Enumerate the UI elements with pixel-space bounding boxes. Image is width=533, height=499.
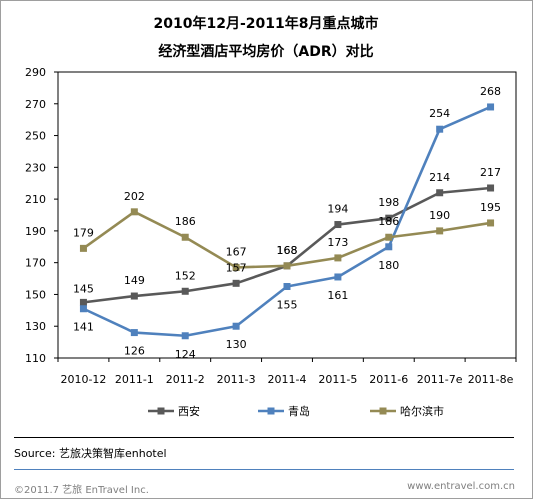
data-label: 168 — [277, 244, 298, 257]
data-label: 126 — [124, 345, 145, 358]
chart-title-line-2: 经济型酒店平均房价（ADR）对比 — [158, 43, 373, 60]
y-tick-label: 110 — [25, 352, 46, 365]
legend-label: 哈尔滨市 — [400, 404, 444, 418]
data-point — [232, 279, 240, 287]
data-label: 155 — [277, 299, 298, 312]
y-tick-label: 170 — [25, 257, 46, 270]
data-label: 149 — [124, 274, 145, 287]
data-point — [130, 292, 138, 300]
data-point — [487, 184, 495, 192]
footer-website: www.entravel.com.cn — [407, 481, 515, 492]
data-label: 168 — [277, 244, 298, 257]
data-point — [181, 287, 189, 295]
data-point — [385, 243, 393, 251]
data-label: 195 — [480, 201, 501, 214]
data-point — [436, 227, 444, 235]
plot-area — [57, 71, 517, 359]
y-tick-label: 190 — [25, 225, 46, 238]
y-axis: 110 130 150 170 190 210 230 250 270 290 — [25, 66, 58, 365]
y-tick-label: 250 — [25, 130, 46, 143]
data-point — [232, 322, 240, 330]
footer-divider — [14, 469, 514, 470]
x-tick-label: 2011-3 — [217, 373, 256, 386]
data-label: 141 — [73, 321, 94, 334]
data-point — [130, 329, 138, 337]
data-label: 180 — [378, 259, 399, 272]
data-label: 124 — [175, 348, 196, 361]
y-tick-label: 270 — [25, 98, 46, 111]
y-tick-label: 130 — [25, 320, 46, 333]
data-label: 268 — [480, 85, 501, 98]
chart: 2010年12月-2011年8月重点城市 经济型酒店平均房价（ADR）对比 11… — [25, 15, 517, 418]
data-point — [436, 189, 444, 197]
x-tick-label: 2011-8e — [468, 373, 514, 386]
y-tick-label: 290 — [25, 66, 46, 79]
data-point — [334, 273, 342, 281]
x-tick-label: 2010-12 — [60, 373, 106, 386]
data-point — [334, 221, 342, 229]
data-label: 202 — [124, 190, 145, 203]
data-point — [283, 283, 291, 290]
x-axis: 2010-12 2011-1 2011-2 2011-3 2011-4 2011-5 201… — [57, 358, 517, 386]
legend-swatch-marker — [157, 407, 165, 415]
data-label: 217 — [480, 166, 501, 179]
data-label: 190 — [429, 209, 450, 222]
y-tick-label: 150 — [25, 288, 46, 301]
data-label: 194 — [327, 203, 348, 216]
data-point — [79, 244, 87, 252]
x-tick-label: 2011-1 — [115, 373, 154, 386]
data-label: 198 — [378, 196, 399, 209]
data-point — [385, 214, 393, 222]
data-label: 145 — [73, 282, 94, 295]
y-tick-label: 210 — [25, 193, 46, 206]
data-point — [385, 233, 393, 241]
data-point — [487, 219, 495, 227]
chart-title-line-1: 2010年12月-2011年8月重点城市 — [154, 15, 379, 32]
data-point — [130, 208, 138, 216]
data-label: 179 — [73, 226, 94, 239]
data-label: 173 — [327, 236, 348, 249]
x-tick-label: 2011-5 — [318, 373, 357, 386]
data-label: 157 — [226, 261, 247, 274]
x-tick-label: 2011-7e — [417, 373, 463, 386]
data-point — [79, 298, 87, 306]
legend-swatch-marker — [267, 407, 275, 415]
data-label: 186 — [175, 215, 196, 228]
y-tick-label: 230 — [25, 161, 46, 174]
data-point — [436, 125, 444, 133]
data-point — [232, 263, 240, 271]
data-label: 130 — [226, 338, 247, 351]
data-point — [79, 305, 87, 313]
x-tick-label: 2011-6 — [369, 373, 408, 386]
source-note: Source: 艺旅决策智库enhotel — [14, 447, 167, 460]
series-layer — [79, 103, 495, 340]
x-tick-label: 2011-4 — [268, 373, 307, 386]
data-label: 161 — [327, 289, 348, 302]
data-point — [487, 103, 495, 111]
data-label: 152 — [175, 269, 196, 282]
data-point — [283, 262, 291, 270]
source-divider — [14, 437, 514, 438]
data-point — [181, 332, 189, 340]
data-label: 186 — [378, 215, 399, 228]
x-tick-label: 2011-2 — [166, 373, 205, 386]
data-label: 254 — [429, 107, 450, 120]
data-labels: 145 149 152 157 168 194 198 214 217 141 126 124 130 1… — [73, 85, 501, 361]
data-point — [181, 233, 189, 241]
legend-swatch-marker — [379, 407, 387, 415]
footer-copyright: ©2011.7 艺旅 EnTravel Inc. — [14, 485, 149, 496]
data-label: 214 — [429, 171, 450, 184]
legend-label: 西安 — [178, 404, 200, 418]
legend-label: 青岛 — [288, 404, 310, 418]
legend: 西安 青岛 哈尔滨市 — [148, 404, 444, 418]
data-label: 167 — [226, 245, 247, 258]
data-point — [334, 254, 342, 262]
